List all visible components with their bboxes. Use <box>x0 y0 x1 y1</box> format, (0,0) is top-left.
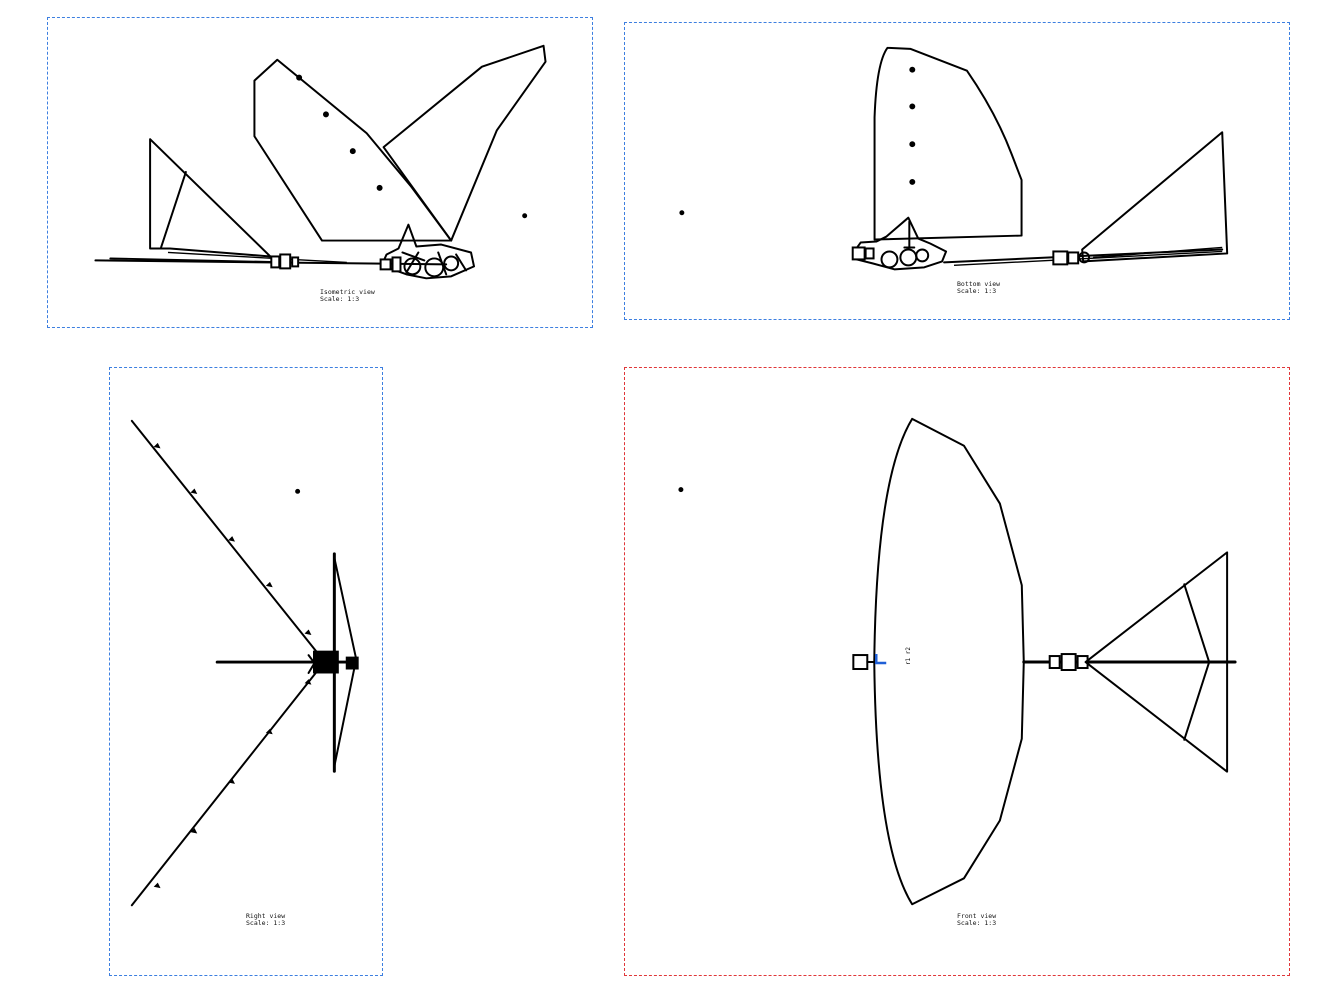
tail-clamp <box>270 255 281 269</box>
front-drawing[interactable]: r1 r2 <box>625 368 1289 975</box>
isometric-drawing[interactable] <box>48 18 592 327</box>
view-label-front: Front view Scale: 1:3 <box>957 913 996 927</box>
left-stub <box>852 654 869 671</box>
view-name: Isometric view <box>320 288 375 296</box>
view-scale: Scale: 1:3 <box>957 287 997 295</box>
wing-left-outline <box>253 58 453 242</box>
wing-dot <box>376 184 383 191</box>
view-frame-isometric[interactable]: Isometric view Scale: 1:3 <box>47 17 593 328</box>
fuselage-rod-2 <box>109 257 289 264</box>
wing-upper-edge <box>130 419 320 656</box>
right-drawing[interactable] <box>110 368 382 975</box>
stray-dot <box>679 210 685 216</box>
dimension-text: r1 r2 <box>905 647 912 665</box>
wing-dot <box>322 111 329 118</box>
view-label-right: Right view Scale: 1:3 <box>246 913 285 927</box>
mechanism-housing <box>380 223 475 280</box>
tail-outline <box>1084 551 1229 773</box>
wing-outline <box>873 417 1025 906</box>
view-label-bottom: Bottom view Scale: 1:3 <box>957 281 1000 295</box>
view-name: Right view <box>246 912 286 920</box>
hub <box>313 650 339 674</box>
wing-dot <box>909 178 916 185</box>
view-name: Bottom view <box>957 280 1001 288</box>
view-frame-front[interactable]: r1 r2 Front view Scale: 1:3 <box>624 367 1290 976</box>
stray-dot <box>678 487 684 493</box>
stray-dot <box>295 488 301 494</box>
tail-spar <box>160 171 187 249</box>
view-scale: Scale: 1:3 <box>246 919 286 927</box>
wing-dot <box>296 74 303 81</box>
view-frame-right[interactable]: Right view Scale: 1:3 <box>109 367 383 976</box>
mechanism-housing <box>854 216 948 271</box>
view-frame-bottom[interactable]: Bottom view Scale: 1:3 <box>624 22 1290 320</box>
wing-right-outline <box>382 44 547 242</box>
view-scale: Scale: 1:3 <box>320 295 360 303</box>
tail-spar <box>1183 583 1211 741</box>
tail-outline <box>1081 131 1229 263</box>
wing-dot <box>909 103 916 110</box>
wing-dot <box>349 148 356 155</box>
wing-outline <box>873 46 1023 241</box>
view-scale: Scale: 1:3 <box>957 919 997 927</box>
wing-dot <box>909 66 916 73</box>
view-label-isometric: Isometric view Scale: 1:3 <box>320 289 375 303</box>
stray-dot <box>522 213 528 219</box>
view-name: Front view <box>957 912 997 920</box>
fuselage-rod <box>943 248 1224 264</box>
bottom-drawing[interactable] <box>625 23 1289 319</box>
wing-dot <box>909 141 916 148</box>
wing-lower-edge <box>130 671 318 907</box>
axis-marker <box>875 654 887 665</box>
tail-outline <box>149 138 272 258</box>
